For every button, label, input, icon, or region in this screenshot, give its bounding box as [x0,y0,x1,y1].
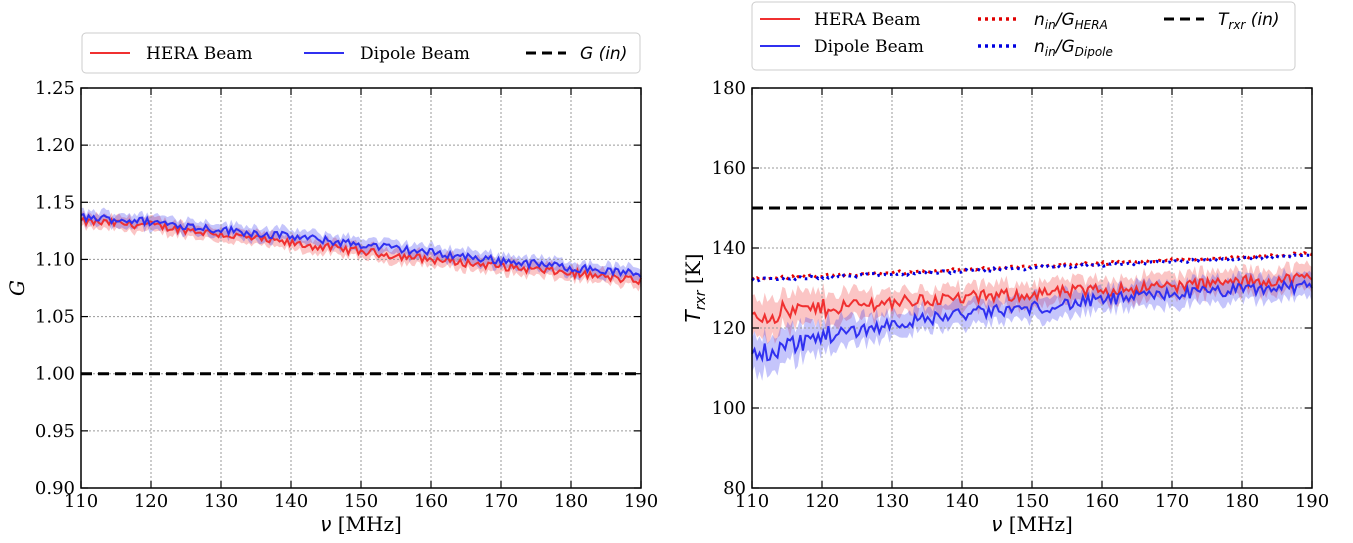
right-ylabel: Trxr [K] [681,254,709,323]
left-xtick-label: 150 [344,491,378,512]
left-ylabel: G [5,280,29,296]
n-dipole-mid: /G [1054,37,1075,57]
trxr-sub: rxr [1228,18,1246,32]
right-xtick-label: 180 [1225,491,1259,512]
left-xtick-label: 130 [204,491,238,512]
right-legend: HERA Beam Dipole Beam nin/GHERA nin/GDip… [751,1,1296,71]
left-ytick-label: 0.90 [35,478,75,499]
left-series-dipole-beam [80,212,642,279]
n-hera-sub2: HERA [1075,18,1108,32]
left-xtick-label: 140 [274,491,308,512]
right-xtick-label: 130 [875,491,909,512]
left-legend-box [81,32,641,74]
right-ticks: 110 120 130 140 150 160 170 180 190 80 100 120 140 16… [712,78,1330,512]
left-grid [81,88,641,488]
right-ylabel-unit: [K] [681,254,705,291]
right-xtick-label: 110 [735,491,769,512]
legend-g-in-label: G (in) [580,44,627,64]
left-xtick-label: 170 [484,491,518,512]
legend-dipole-label: Dipole Beam [360,44,470,64]
legend-n-over-g-hera-label: nin/GHERA [1034,10,1108,32]
right-series-lines [750,206,1313,363]
left-xlabel: ν [MHz] [320,512,402,536]
right-chart: 110 120 130 140 150 160 170 180 190 80 100 120 140 16… [681,1,1330,536]
legend-trxr-in-label: Trxr (in) [1218,10,1280,32]
left-ytick-label: 1.20 [35,135,75,156]
legend-n-over-g-dipole-label: nin/GDipole [1034,37,1113,59]
right-series-dipole-beam [751,279,1313,363]
left-ytick-label: 1.00 [35,364,75,385]
n-dipole-sub1: in [1045,45,1056,59]
right-xtick-label: 150 [1015,491,1049,512]
left-xtick-label: 180 [554,491,588,512]
left-series-lines [80,212,642,376]
right-ytick-label: 120 [712,318,746,339]
n-dipole-sub2: Dipole [1075,45,1113,59]
left-xlabel-symbol: ν [320,512,331,536]
right-xtick-label: 170 [1155,491,1189,512]
legend-dipole-label: Dipole Beam [814,37,924,57]
right-legend-box [751,1,1296,71]
left-legend: HERA Beam Dipole Beam G (in) [81,32,641,74]
right-xlabel-symbol: ν [991,512,1002,536]
left-ytick-label: 0.95 [35,421,75,442]
left-ytick-label: 1.25 [35,78,75,99]
n-hera-main: n [1034,10,1045,30]
trxr-rest: (in) [1245,10,1279,30]
legend-hera-label: HERA Beam [814,10,921,30]
left-xlabel-unit: [MHz] [331,512,401,536]
right-ytick-label: 100 [712,398,746,419]
left-ytick-label: 1.05 [35,307,75,328]
n-hera-mid: /G [1054,10,1075,30]
right-ytick-label: 160 [712,158,746,179]
right-ylabel-main: T [681,308,705,322]
right-series-hera-beam [751,272,1313,325]
left-xtick-label: 120 [134,491,168,512]
left-ticks: 110 120 130 140 150 160 170 180 190 0.90 0.95 1.00 1… [35,78,658,512]
right-series-n-in-g-hera [751,251,1313,283]
left-xtick-label: 190 [624,491,658,512]
right-xlabel-unit: [MHz] [1002,512,1072,536]
left-series-hera-beam [80,216,642,286]
left-xtick-label: 160 [414,491,448,512]
right-xtick-label: 160 [1085,491,1119,512]
left-xtick-label: 110 [64,491,98,512]
left-ytick-label: 1.10 [35,249,75,270]
left-ytick-label: 1.15 [35,192,75,213]
right-xtick-label: 120 [805,491,839,512]
right-grid [752,88,1312,488]
right-ytick-label: 140 [712,238,746,259]
legend-hera-label: HERA Beam [146,44,253,64]
right-xlabel: ν [MHz] [991,512,1073,536]
right-ytick-label: 80 [723,478,746,499]
right-xtick-label: 140 [945,491,979,512]
right-ytick-label: 180 [712,78,746,99]
trxr-main: T [1218,10,1230,30]
right-ylabel-sub: rxr [693,289,709,310]
left-chart: 110 120 130 140 150 160 170 180 190 0.90 0.95 1.00 1… [5,32,658,536]
n-hera-sub1: in [1045,18,1056,32]
n-dipole-main: n [1034,37,1045,57]
right-xtick-label: 190 [1295,491,1329,512]
